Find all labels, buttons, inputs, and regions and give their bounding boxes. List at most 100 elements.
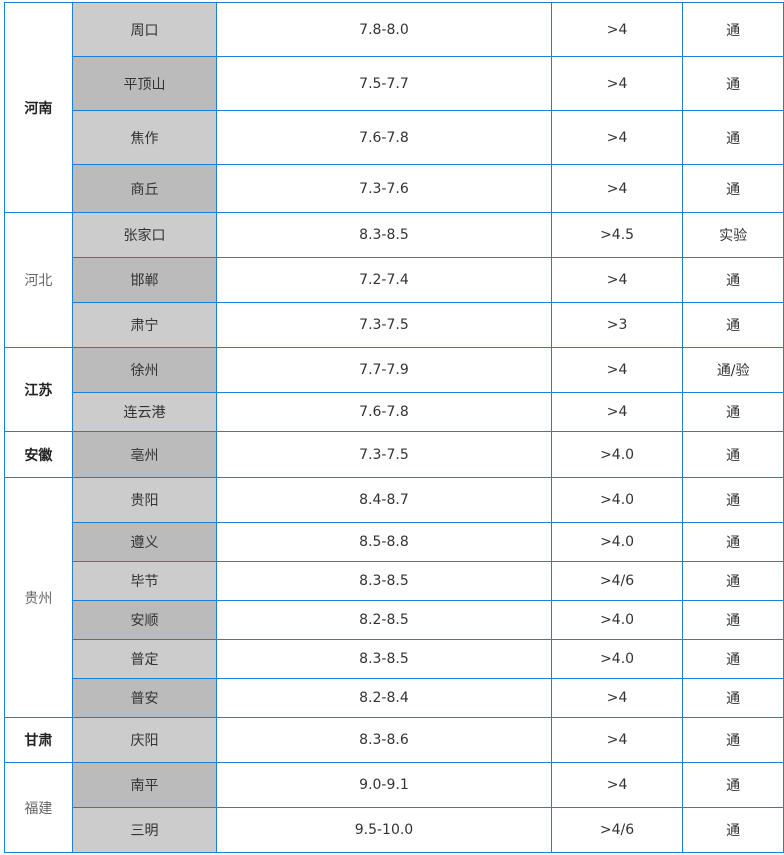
ph-cell: 8.2-8.5 [216,600,552,640]
province-cell: 福建 [4,762,73,853]
table-row: 焦作 7.6-7.8 >4 通 [5,110,784,165]
table-row: 普安 8.2-8.4 >4 通 [5,678,784,718]
city-cell: 张家口 [71,212,218,258]
result-cell: 通 [682,257,784,303]
city-cell: 庆阳 [71,717,218,763]
value-cell: >4.0 [550,477,684,523]
result-cell: 通 [682,392,784,432]
city-cell: 肃宁 [71,302,218,348]
value-cell: >4 [550,110,684,165]
table-row: 商丘 7.3-7.6 >4 通 [5,164,784,213]
result-cell: 通 [682,807,784,853]
city-cell: 遵义 [71,522,218,562]
city-cell: 安顺 [71,600,218,640]
value-cell: >4/6 [550,561,684,601]
value-cell: >4.5 [550,212,684,258]
city-cell: 贵阳 [71,477,218,523]
result-cell: 通 [682,639,784,679]
table-row: 邯郸 7.2-7.4 >4 通 [5,257,784,303]
province-cell: 安徽 [4,431,73,478]
province-cell: 河南 [4,2,73,213]
ph-cell: 7.6-7.8 [216,392,552,432]
city-cell: 平顶山 [71,56,218,111]
ph-cell: 8.3-8.5 [216,561,552,601]
result-cell: 通 [682,477,784,523]
value-cell: >4 [550,56,684,111]
value-cell: >4 [550,762,684,808]
city-cell: 邯郸 [71,257,218,303]
value-cell: >4 [550,257,684,303]
table-row: 甘肃 庆阳 8.3-8.6 >4 通 [4,717,784,763]
result-cell: 通 [682,678,784,718]
city-cell: 毕节 [71,561,218,601]
table-row: 河南 周口 7.8-8.0 >4 通 [4,2,784,213]
table-row: 安徽 亳州 7.3-7.5 >4.0 通 [4,431,784,478]
result-cell: 通 [682,2,784,57]
value-cell: >4 [550,717,684,763]
value-cell: >4.0 [550,639,684,679]
result-cell: 通 [682,302,784,348]
value-cell: >4/6 [550,807,684,853]
table-row: 平顶山 7.5-7.7 >4 通 [5,56,784,111]
ph-cell: 8.2-8.4 [216,678,552,718]
table-row: 普定 8.3-8.5 >4.0 通 [5,639,784,679]
ph-cell: 9.0-9.1 [216,762,552,808]
ph-cell: 8.4-8.7 [216,477,552,523]
ph-cell: 7.6-7.8 [216,110,552,165]
value-cell: >4.0 [550,522,684,562]
value-cell: >3 [550,302,684,348]
table-row: 毕节 8.3-8.5 >4/6 通 [5,561,784,601]
ph-cell: 8.3-8.5 [216,212,552,258]
ph-cell: 7.5-7.7 [216,56,552,111]
value-cell: >4 [550,347,684,393]
result-cell: 通 [682,600,784,640]
province-cell: 甘肃 [4,717,73,763]
province-cell: 江苏 [4,347,73,432]
ph-cell: 7.7-7.9 [216,347,552,393]
city-cell: 徐州 [71,347,218,393]
result-cell: 实验 [682,212,784,258]
result-cell: 通 [682,164,784,213]
ph-cell: 9.5-10.0 [216,807,552,853]
ph-cell: 7.3-7.6 [216,164,552,213]
ph-cell: 7.8-8.0 [216,2,552,57]
table-row: 三明 9.5-10.0 >4/6 通 [5,807,784,853]
result-cell: 通/验 [682,347,784,393]
value-cell: >4 [550,678,684,718]
ph-cell: 8.5-8.8 [216,522,552,562]
region-table: 河南 周口 7.8-8.0 >4 通平顶山 7.5-7.7 >4 通焦作 7.6-7.8 >4 通商… [4,2,784,853]
city-cell: 南平 [71,762,218,808]
province-cell: 河北 [4,212,73,348]
table-row: 肃宁 7.3-7.5 >3 通 [5,302,784,348]
city-cell: 普定 [71,639,218,679]
result-cell: 通 [682,717,784,763]
city-cell: 普安 [71,678,218,718]
city-cell: 周口 [71,2,218,57]
city-cell: 亳州 [71,431,218,478]
result-cell: 通 [682,431,784,478]
table-row: 福建 南平 9.0-9.1 >4 通 [4,762,784,853]
result-cell: 通 [682,110,784,165]
table-row: 遵义 8.5-8.8 >4.0 通 [5,522,784,562]
value-cell: >4.0 [550,600,684,640]
result-cell: 通 [682,56,784,111]
result-cell: 通 [682,561,784,601]
ph-cell: 8.3-8.5 [216,639,552,679]
city-cell: 焦作 [71,110,218,165]
result-cell: 通 [682,522,784,562]
value-cell: >4.0 [550,431,684,478]
value-cell: >4 [550,2,684,57]
province-cell: 贵州 [4,477,73,718]
city-cell: 商丘 [71,164,218,213]
table-row: 安顺 8.2-8.5 >4.0 通 [5,600,784,640]
table-row: 连云港 7.6-7.8 >4 通 [5,392,784,432]
ph-cell: 7.2-7.4 [216,257,552,303]
table-row: 贵州 贵阳 8.4-8.7 >4.0 通 [4,477,784,718]
value-cell: >4 [550,164,684,213]
table-row: 河北 张家口 8.3-8.5 >4.5 实验 [4,212,784,348]
value-cell: >4 [550,392,684,432]
city-cell: 三明 [71,807,218,853]
table-row: 江苏 徐州 7.7-7.9 >4 通/验 [4,347,784,432]
city-cell: 连云港 [71,392,218,432]
ph-cell: 8.3-8.6 [216,717,552,763]
